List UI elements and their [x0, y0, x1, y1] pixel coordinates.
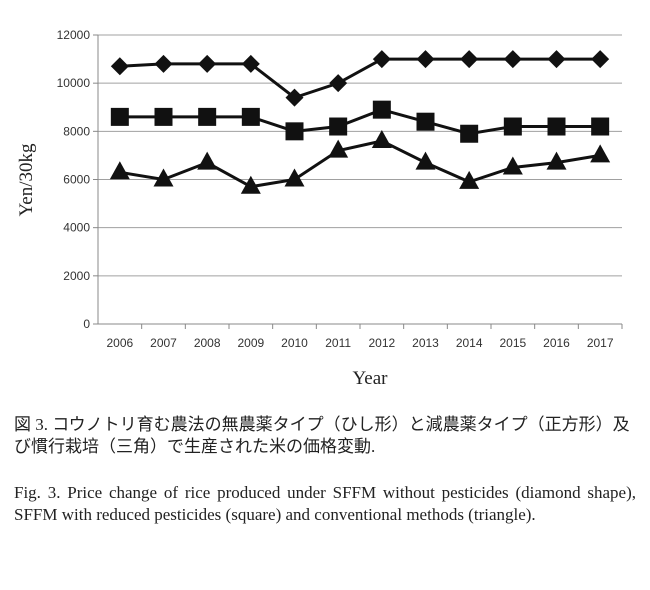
- triangle-marker: [240, 175, 261, 194]
- x-axis-label: Year: [352, 368, 388, 389]
- x-tick-label: 2006: [106, 336, 133, 350]
- triangle-marker: [109, 161, 130, 180]
- square-series-line: [119, 108, 601, 136]
- x-tick-label: 2008: [194, 336, 221, 350]
- x-tick-label: 2009: [237, 336, 264, 350]
- y-tick-label: 12000: [57, 28, 91, 42]
- triangle-marker: [590, 144, 611, 163]
- square-marker: [372, 100, 391, 119]
- diamond-marker: [416, 50, 435, 69]
- square-marker: [591, 117, 610, 136]
- y-tick-label: 6000: [63, 173, 90, 187]
- y-tick-label: 0: [83, 317, 90, 331]
- caption-english: Fig. 3. Price change of rice produced un…: [14, 483, 636, 524]
- square-marker: [460, 124, 479, 143]
- square-marker: [329, 117, 348, 136]
- x-tick-label: 2013: [412, 336, 439, 350]
- square-marker: [110, 107, 129, 126]
- triangle-marker: [415, 151, 436, 170]
- x-tick-label: 2012: [368, 336, 395, 350]
- diamond-marker: [198, 54, 217, 73]
- y-tick-label: 10000: [57, 76, 91, 90]
- diamond-marker: [285, 88, 304, 107]
- triangle-marker: [371, 129, 392, 148]
- triangle-marker: [284, 168, 305, 187]
- diamond-marker: [591, 50, 610, 69]
- square-marker: [198, 107, 217, 126]
- triangle-marker: [153, 168, 174, 187]
- diamond-marker: [329, 74, 348, 93]
- square-marker: [285, 122, 304, 141]
- x-tick-label: 2007: [150, 336, 177, 350]
- triangle-marker: [502, 156, 523, 175]
- diamond-marker: [547, 50, 566, 69]
- square-marker: [416, 112, 435, 131]
- x-tick-label: 2016: [543, 336, 570, 350]
- y-axis-label: Yen/30kg: [16, 143, 37, 217]
- x-tick-label: 2017: [587, 336, 614, 350]
- diamond-marker: [241, 54, 260, 73]
- diamond-marker: [110, 57, 129, 76]
- diamond-marker: [154, 54, 173, 73]
- y-tick-label: 4000: [63, 221, 90, 235]
- price-line-chart: 0 2000 4000 6000 8000 10000 12000 2006 2007 2008 2…: [16, 28, 623, 389]
- x-tick-label: 2015: [499, 336, 526, 350]
- triangle-marker: [328, 139, 349, 158]
- caption-japanese: 図 3. コウノトリ育む農法の無農薬タイプ（ひし形）と減農薬タイプ（正方形）及び…: [14, 415, 630, 456]
- y-tick-label: 8000: [63, 124, 90, 138]
- diamond-marker: [503, 50, 522, 69]
- triangle-marker: [546, 151, 567, 170]
- y-tick-label: 2000: [63, 269, 90, 283]
- square-marker: [241, 107, 260, 126]
- diamond-series-line: [119, 57, 601, 100]
- diamond-marker: [460, 50, 479, 69]
- x-tick-label: 2014: [456, 336, 483, 350]
- square-marker: [547, 117, 566, 136]
- x-tick-label: 2011: [325, 336, 351, 350]
- diamond-marker: [372, 50, 391, 69]
- square-marker: [154, 107, 173, 126]
- triangle-marker: [197, 151, 218, 170]
- triangle-marker: [459, 170, 480, 189]
- square-marker: [503, 117, 522, 136]
- x-tick-label: 2010: [281, 336, 308, 350]
